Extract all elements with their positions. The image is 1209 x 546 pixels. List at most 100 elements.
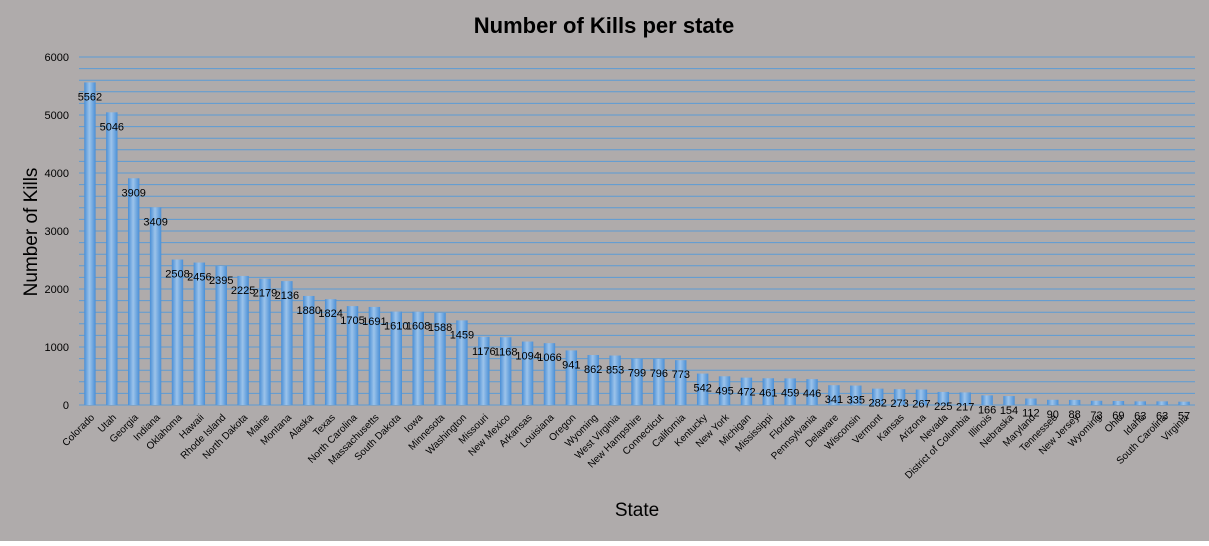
data-label: 217 xyxy=(956,401,974,413)
bar xyxy=(128,178,140,405)
data-label: 472 xyxy=(737,387,755,399)
data-label: 1608 xyxy=(406,321,430,333)
y-axis-title: Number of Kills xyxy=(21,168,42,297)
data-label: 853 xyxy=(606,365,624,377)
data-label: 63 xyxy=(1134,410,1146,422)
data-label: 862 xyxy=(584,364,602,376)
data-label: 1094 xyxy=(515,351,539,363)
data-label: 446 xyxy=(803,388,821,400)
bar xyxy=(981,395,993,405)
data-label: 1588 xyxy=(428,322,452,334)
data-label: 282 xyxy=(869,398,887,410)
data-label: 2179 xyxy=(253,288,277,300)
data-label: 166 xyxy=(978,404,996,416)
y-tick-label: 2000 xyxy=(45,284,69,296)
bar xyxy=(631,358,643,405)
bar xyxy=(84,82,96,406)
data-label: 90 xyxy=(1047,409,1059,421)
chart-title: Number of Kills per state xyxy=(474,13,734,38)
data-label: 2225 xyxy=(231,285,255,297)
data-label: 542 xyxy=(693,383,711,395)
data-label: 1610 xyxy=(384,321,408,333)
data-label: 796 xyxy=(650,368,668,380)
bar xyxy=(434,312,446,405)
bar xyxy=(1112,400,1125,405)
data-label: 63 xyxy=(1156,410,1168,422)
data-label: 773 xyxy=(672,369,690,381)
data-label: 69 xyxy=(1112,410,1124,422)
y-axis: 0 1000 2000 3000 4000 5000 6000 xyxy=(45,52,69,412)
data-label: 1705 xyxy=(340,315,364,327)
bar xyxy=(237,275,249,405)
bar xyxy=(1047,399,1059,405)
bar xyxy=(303,295,315,405)
data-label: 1459 xyxy=(450,329,474,341)
bar xyxy=(784,378,796,405)
bar xyxy=(1156,401,1168,405)
bar xyxy=(324,299,337,405)
data-label: 941 xyxy=(562,359,580,371)
data-label: 3909 xyxy=(121,187,145,199)
y-tick-label: 6000 xyxy=(45,52,69,64)
bar xyxy=(893,389,906,405)
bar xyxy=(346,306,359,405)
data-label: 1176 xyxy=(472,346,496,358)
y-tick-label: 1000 xyxy=(45,342,69,354)
bar xyxy=(609,355,621,405)
data-label: 273 xyxy=(890,398,908,410)
data-label: 341 xyxy=(825,394,843,406)
data-label: 154 xyxy=(1000,405,1018,417)
bar xyxy=(412,311,424,405)
bar xyxy=(696,373,709,405)
bar xyxy=(1068,399,1081,405)
bar xyxy=(390,311,402,405)
data-label: 1168 xyxy=(494,346,518,358)
data-label: 112 xyxy=(1022,408,1040,420)
data-label: 1066 xyxy=(537,352,561,364)
bars xyxy=(84,82,1190,406)
y-tick-label: 3000 xyxy=(45,226,69,238)
data-label: 461 xyxy=(759,387,777,399)
bar xyxy=(872,388,884,405)
data-label: 225 xyxy=(934,401,952,413)
bar xyxy=(565,350,578,405)
bar xyxy=(543,343,556,405)
data-label: 88 xyxy=(1069,409,1081,421)
bar xyxy=(828,385,840,405)
bar xyxy=(959,392,971,405)
data-label: 1880 xyxy=(297,305,321,317)
bar xyxy=(740,377,753,405)
data-label: 1691 xyxy=(362,316,386,328)
data-label: 459 xyxy=(781,387,799,399)
data-label: 2456 xyxy=(187,272,211,284)
data-label: 2136 xyxy=(275,290,299,302)
data-labels: 5562 5046 3909 3409 250824562395222521792136… xyxy=(78,91,1190,422)
data-label: 1824 xyxy=(318,308,342,320)
bar xyxy=(106,112,118,405)
data-label: 335 xyxy=(847,395,865,407)
data-label: 5562 xyxy=(78,91,102,103)
bar xyxy=(762,378,774,405)
y-tick-label: 0 xyxy=(63,400,69,412)
bar xyxy=(281,281,293,405)
bar xyxy=(368,306,381,405)
bar xyxy=(850,385,862,405)
bar xyxy=(149,207,162,405)
data-label: 495 xyxy=(715,385,733,397)
data-label: 2508 xyxy=(165,269,189,281)
bar xyxy=(521,341,534,405)
data-label: 5046 xyxy=(100,121,124,133)
bar xyxy=(456,320,468,405)
bar xyxy=(806,379,818,405)
bar xyxy=(1090,400,1103,405)
data-label: 799 xyxy=(628,368,646,380)
bar xyxy=(259,278,271,405)
bar xyxy=(1003,396,1015,405)
x-axis-title: State xyxy=(615,500,659,521)
bar xyxy=(478,336,490,405)
data-label: 57 xyxy=(1178,411,1190,423)
bar xyxy=(193,262,206,405)
bar xyxy=(215,266,227,405)
